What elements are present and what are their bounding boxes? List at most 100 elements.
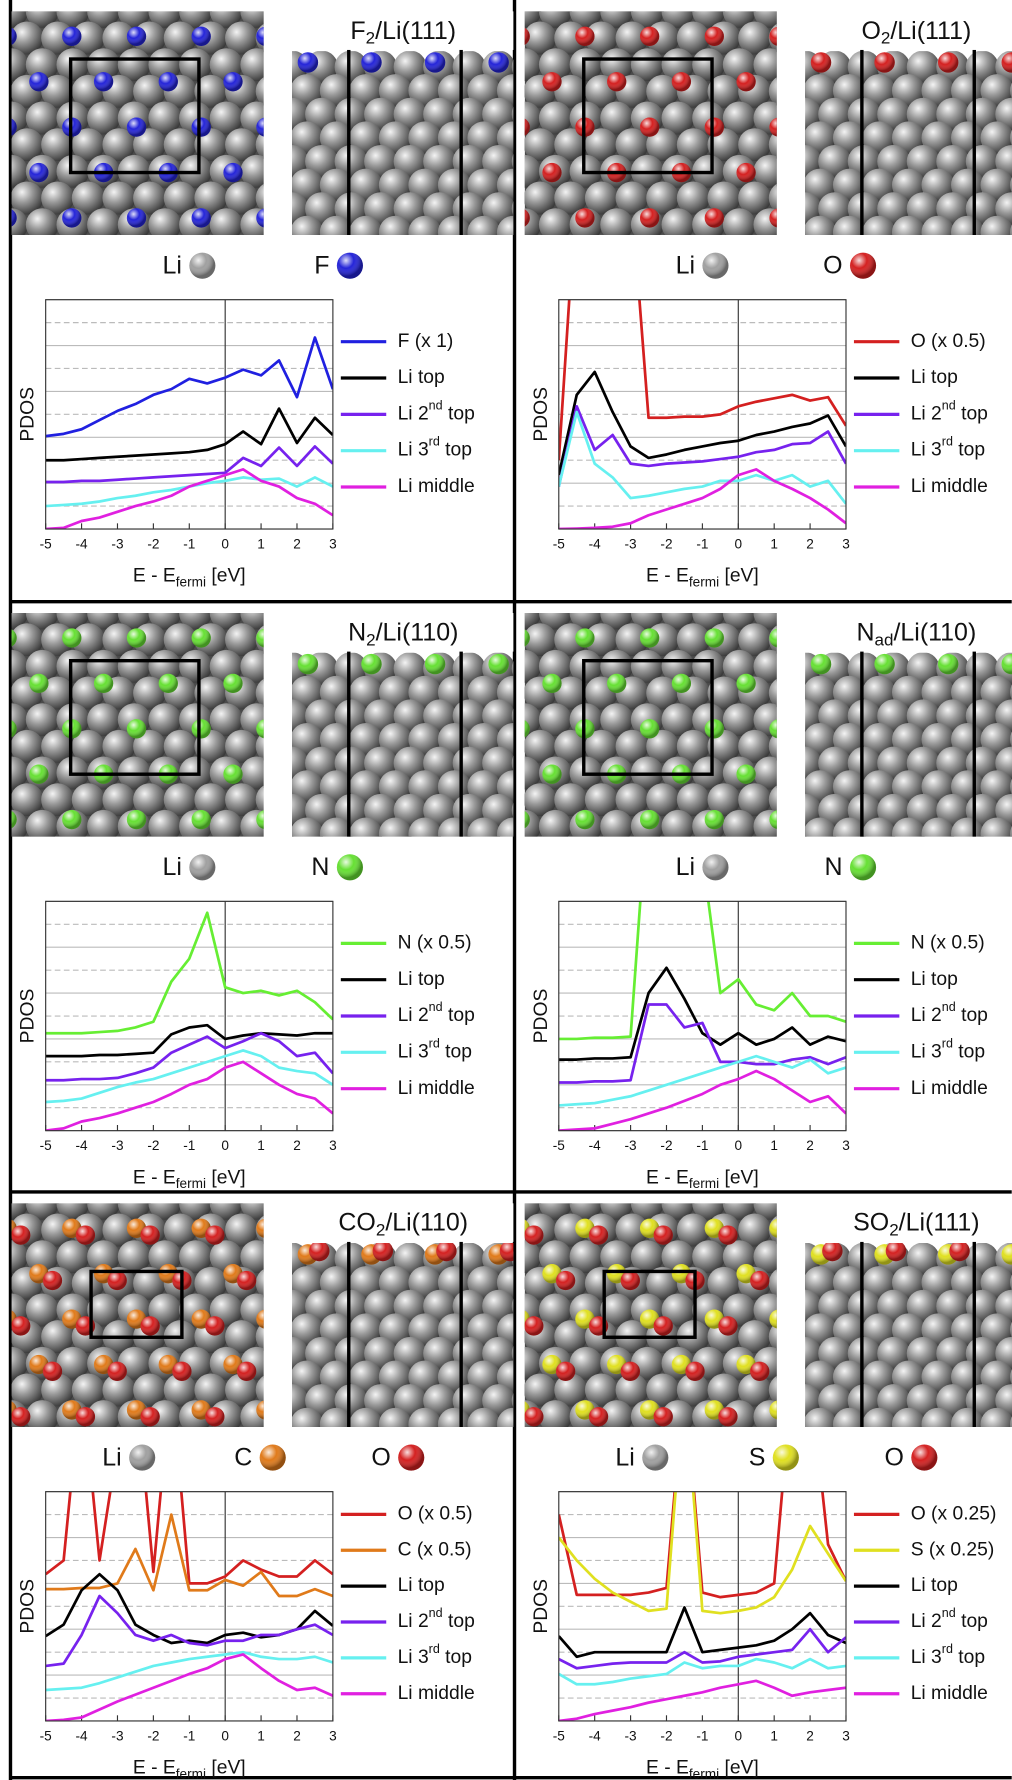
atom <box>554 235 587 268</box>
title-part: 2 <box>376 1220 385 1239</box>
atom-shine <box>672 1446 691 1465</box>
adsorbate-atom <box>159 1446 178 1465</box>
atom-shine <box>62 208 81 227</box>
atom-shine <box>140 1316 159 1335</box>
atom <box>833 1455 866 1488</box>
atom-shine <box>223 765 242 784</box>
element-shine <box>850 854 876 880</box>
atom <box>394 841 427 874</box>
atom <box>862 1408 895 1441</box>
atom <box>774 1408 807 1441</box>
atom <box>305 1431 338 1464</box>
atom <box>539 810 572 843</box>
atom <box>261 74 294 107</box>
text-part: top <box>443 403 475 424</box>
atom <box>662 810 695 843</box>
atom-shine <box>29 855 48 874</box>
legend-label: Li 2nd top <box>911 399 988 425</box>
atom <box>877 239 910 272</box>
atom-shine <box>938 52 958 72</box>
atom <box>789 841 822 874</box>
atom <box>276 239 309 272</box>
atom <box>240 1400 273 1433</box>
title-part: 2 <box>366 630 375 649</box>
x-tick-label: 1 <box>257 1728 265 1743</box>
atom-shine <box>192 117 211 136</box>
top-view <box>478 570 833 875</box>
adsorbate-atom <box>542 855 561 874</box>
element-label: Li <box>615 1443 634 1471</box>
x-tick-label: 2 <box>293 1728 301 1743</box>
atom-shine <box>556 1362 575 1381</box>
x-tick-label: -4 <box>76 1138 89 1153</box>
atom-shine <box>29 674 48 693</box>
atom <box>753 208 786 241</box>
atom <box>72 570 105 603</box>
atom <box>769 837 802 870</box>
atom <box>286 1427 319 1460</box>
legend-label: F (x 1) <box>398 331 454 352</box>
atom <box>774 817 807 850</box>
x-tick-label: -5 <box>40 1728 52 1743</box>
label-part: E - E <box>133 566 176 587</box>
atom <box>102 570 135 603</box>
adsorbate-atom <box>94 254 113 273</box>
title-part: SO <box>853 1208 889 1236</box>
atom-shine <box>361 654 381 674</box>
atom <box>921 216 954 249</box>
panel: Nad/Li(110)LiN-5-4-3-2-10123E - Efermi [… <box>478 570 1012 1191</box>
atom <box>759 841 792 874</box>
label-part: E - E <box>646 1167 689 1188</box>
x-tick-label: 3 <box>329 1138 337 1153</box>
chart-title: O2/Li(111) <box>861 16 971 47</box>
atom <box>662 208 695 241</box>
atom-shine <box>237 1362 256 1381</box>
atom-shine <box>589 1225 608 1244</box>
x-tick-label: -1 <box>183 1138 195 1153</box>
atom <box>148 810 181 843</box>
atom <box>194 1427 227 1460</box>
atom-shine <box>672 72 691 91</box>
atom-shine <box>524 1316 543 1335</box>
atom-shine <box>127 810 146 829</box>
atom-shine <box>640 117 659 136</box>
atom <box>799 1160 832 1193</box>
atom-shine <box>29 765 48 784</box>
atom-shine <box>542 674 561 693</box>
atom <box>133 0 166 1</box>
atom <box>936 239 969 272</box>
atom-shine <box>607 855 626 874</box>
atom-shine <box>62 810 81 829</box>
element-label: S <box>749 1443 766 1471</box>
text-part: Li 2 <box>398 403 429 424</box>
atom <box>102 837 135 870</box>
atom <box>677 1427 710 1460</box>
atom <box>646 0 679 1</box>
atom <box>261 1313 294 1346</box>
atom-shine <box>705 810 724 829</box>
atom <box>72 1160 105 1193</box>
title-part: /Li(110) <box>376 618 459 646</box>
element-label: C <box>234 1443 252 1471</box>
x-tick-label: 0 <box>735 536 743 551</box>
adsorbate-atom <box>302 1452 321 1471</box>
atom <box>438 1408 471 1441</box>
atom-shine <box>874 52 894 72</box>
atom <box>379 1408 412 1441</box>
atom <box>467 817 500 850</box>
element-shine <box>337 854 363 880</box>
chart-title: SO2/Li(111) <box>853 1208 980 1239</box>
atom <box>539 1400 572 1433</box>
adsorbate-atom <box>801 855 820 874</box>
atom <box>774 865 807 898</box>
atom <box>467 865 500 898</box>
atom-shine <box>436 1241 456 1261</box>
x-tick-label: 1 <box>770 1728 778 1743</box>
atom <box>148 208 181 241</box>
atom <box>966 239 999 272</box>
top-view <box>478 0 833 273</box>
element-label: O <box>371 1443 390 1471</box>
atom <box>438 263 471 296</box>
title-part: O <box>861 16 880 44</box>
atom-shine <box>607 254 626 273</box>
